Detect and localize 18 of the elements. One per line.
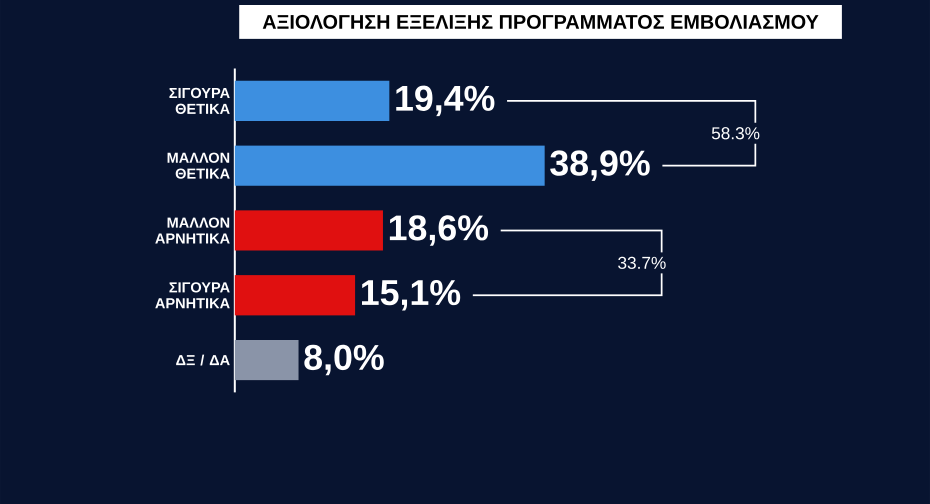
y-tick-label: ΔΞ / ΔΑ xyxy=(176,354,230,366)
y-tick-label: ΜΑΛΛΟΝ ΑΡΝΗΤΙΚΑ xyxy=(155,217,230,244)
data-label: 18,6% xyxy=(390,215,488,246)
bar xyxy=(234,275,356,316)
text: 33.7% xyxy=(618,256,666,269)
data-label: 15,1% xyxy=(362,280,460,310)
y-tick-label: ΣΙΓΟΥΡΑ ΑΡΝΗΤΙΚΑ xyxy=(155,282,230,308)
bar xyxy=(234,80,390,121)
bar xyxy=(234,340,299,380)
data-label: 38,9% xyxy=(550,150,650,181)
chart-title: ΑΞΙΟΛΟΓΗΣΗ ΕΞΕΛΙΞΗΣ ΠΡΟΓΡΑΜΜΑΤΟΣ ΕΜΒΟΛΙΑΣΜΟΥ xyxy=(262,14,819,29)
text: 58.3% xyxy=(712,127,760,140)
y-tick-label: ΣΙΓΟΥΡΑ ΘΕΤΙΚΑ xyxy=(169,88,230,114)
bar xyxy=(234,146,545,186)
data-label: 8,0% xyxy=(304,344,384,376)
data-label: 19,4% xyxy=(396,86,494,116)
y-tick-label: ΜΑΛΛΟΝ ΘΕΤΙΚΑ xyxy=(168,152,230,179)
bar xyxy=(234,210,383,251)
